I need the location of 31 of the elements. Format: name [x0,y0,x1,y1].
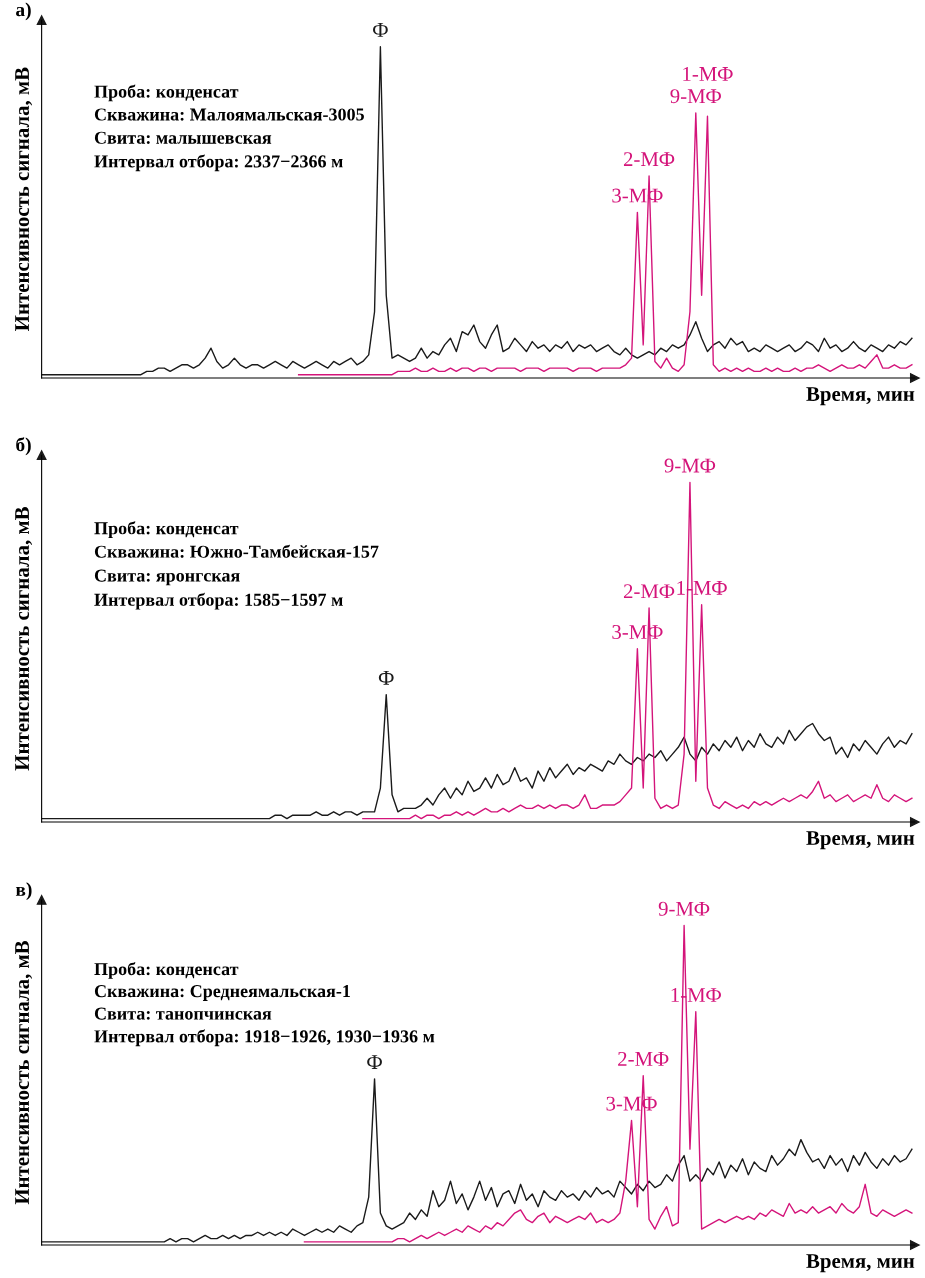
annotation: 9-МФ [664,458,716,473]
annotation: Свита: малышевская [94,131,272,144]
annotation: 9-МФ [670,89,721,104]
annotation: Свита: танопчинская [94,1007,272,1020]
y-axis-title: Интенсивность сигнала, мВ [15,67,33,331]
x-axis-title: Время, мин [806,831,915,850]
chart-title: б) [16,437,31,456]
annotation: 9-МФ [658,901,710,916]
annotation: Скважина: Малоямальская-3005 [94,108,364,121]
annotation: Проба: конденсат [94,962,239,979]
annotation: 2-МФ [618,1051,669,1066]
annotation: Скважина: Среднеямальская-1 [94,985,350,1001]
chart-title: в) [15,882,32,900]
y-axis-title: Интенсивность сигнала, мВ [15,940,33,1205]
annotation: Интервал отбора: 1585−1597 м [94,592,343,610]
annotation: Проба: конденсат [94,521,239,539]
annotation: 2-МФ [623,584,675,599]
y-axis-title: Интенсивность сигнала, мВ [15,507,33,771]
annotation: Интервал отбора: 2337−2366 м [94,154,343,172]
annotation: Свита: яронгская [94,569,240,586]
annotation: Интервал отбора: 1918−1926, 1930−1936 м [94,1029,435,1047]
annotation: Скважина: Южно-Тамбейская-157 [94,544,379,558]
annotation: Ф [373,23,388,37]
chart-title: а) [16,2,31,21]
annotation: Проба: конденсат [94,84,239,102]
x-axis-title: Время, мин [806,1254,915,1273]
annotation: 1-МФ [683,67,733,81]
annotation: Ф [367,1055,382,1069]
x-axis-title: Время, мин [806,387,915,406]
annotation: 2-МФ [623,152,675,166]
annotation: Ф [378,671,394,685]
